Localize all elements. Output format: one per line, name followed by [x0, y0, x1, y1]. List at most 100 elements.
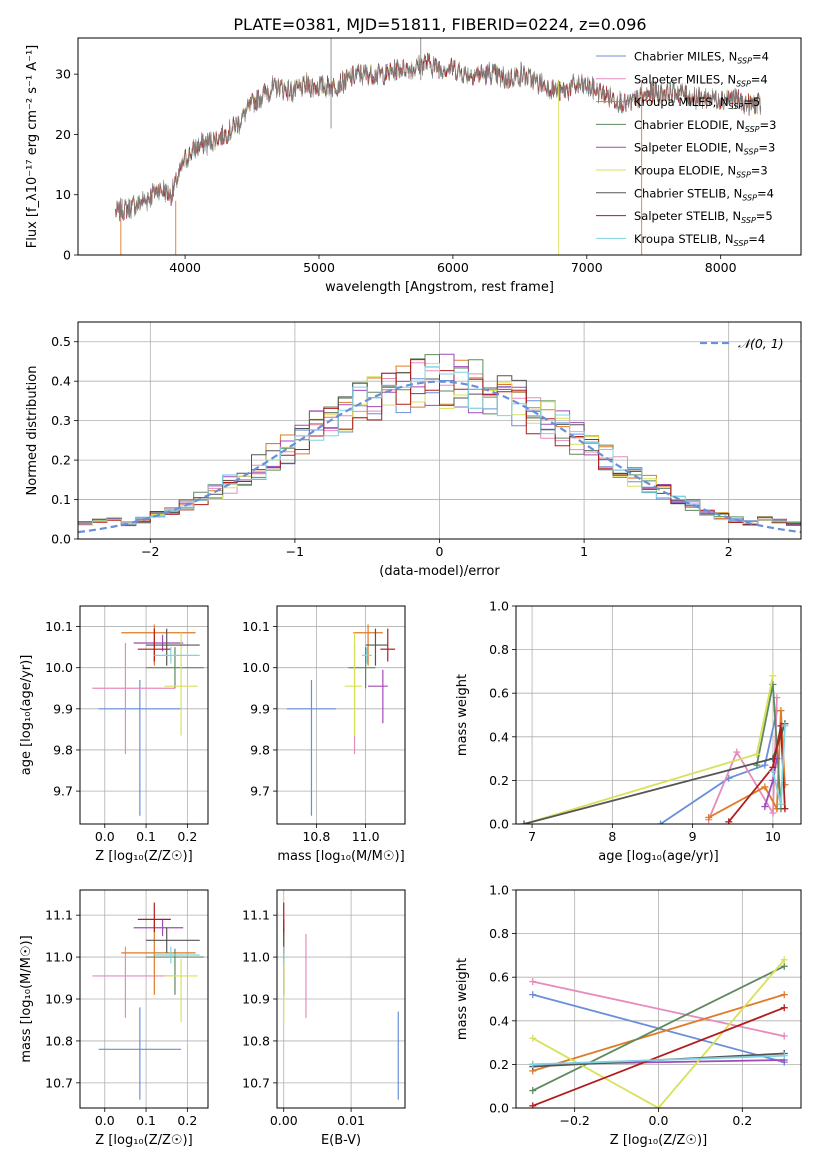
errorbar-point — [286, 680, 337, 816]
weight-marker — [655, 1104, 662, 1108]
x-tick-label: 4000 — [169, 260, 201, 275]
x-tick-label: 0.00 — [270, 1113, 298, 1128]
y-axis-label: Normed distribution — [25, 366, 40, 496]
y-tick-label: 0.5 — [51, 334, 71, 349]
chart-panels: Chabrier MILES, NSSP=4 Salpeter MILES, NS… — [19, 37, 802, 1148]
y-tick-label: 0.4 — [489, 1013, 509, 1028]
errorbar-point — [98, 680, 182, 816]
y-tick-label: 0.1 — [51, 492, 71, 507]
panel-weight-vs-age: 7 8 9 10 0.0 0.2 0.4 0.6 0.8 1.0 age [log₁₀(age/yr… — [455, 599, 802, 864]
spectrum-line — [115, 53, 762, 220]
plot-area — [286, 624, 396, 816]
weight-marker — [761, 803, 769, 811]
weight-marker — [657, 820, 665, 824]
weight-series-line — [532, 980, 785, 1037]
weight-marker — [769, 768, 777, 776]
errorbar-point — [133, 919, 184, 937]
y-tick-label: 0 — [63, 248, 71, 263]
errorbar-point — [137, 902, 171, 932]
y-axis-label: Flux [f_λ10⁻¹⁷ erg cm⁻² s⁻¹ A⁻¹] — [25, 45, 40, 249]
errorbar-point — [146, 948, 204, 995]
weight-marker — [529, 1102, 537, 1108]
weight-marker — [529, 1034, 537, 1042]
x-tick-label: 0.2 — [177, 829, 197, 844]
weight-series-line — [659, 710, 778, 824]
normal-curve — [78, 380, 801, 534]
y-tick-label: 11.0 — [45, 950, 73, 965]
weight-series-line — [532, 1006, 785, 1107]
y-axis-label: age [log₁₀(age/yr)] — [19, 655, 34, 776]
axes-frame — [79, 605, 209, 825]
histogram-series — [78, 359, 801, 526]
y-tick-label: 10.7 — [242, 1075, 270, 1090]
weight-marker — [777, 800, 785, 808]
y-tick-label: 0.6 — [489, 970, 509, 985]
errorbar-point — [154, 946, 200, 964]
errorbar-point — [146, 628, 200, 666]
plot-area — [283, 902, 399, 1100]
weight-marker — [777, 707, 785, 715]
errorbar-point — [164, 632, 198, 736]
plot-area — [92, 902, 204, 1100]
legend-label: 𝒩(0, 1) — [738, 336, 784, 351]
weight-marker — [520, 820, 528, 824]
plot-area — [115, 38, 762, 255]
plot-area — [520, 672, 789, 824]
panel-mass-vs-Z: 0.0 0.1 0.2 10.7 10.8 10.9 11.0 11.1 Z [log₁₀(Z/… — [19, 889, 209, 1148]
y-tick-label: 9.7 — [250, 784, 270, 799]
y-tick-label: 20 — [55, 127, 71, 142]
errorbar-point — [137, 628, 171, 662]
errorbar-point — [154, 647, 200, 664]
weight-marker — [529, 1060, 537, 1068]
plot-area — [78, 353, 801, 534]
x-tick-label: 0.01 — [337, 1113, 365, 1128]
errorbar-point — [368, 669, 388, 724]
weight-marker — [780, 1004, 788, 1012]
histogram-series — [78, 372, 801, 526]
weight-marker — [529, 991, 537, 999]
y-tick-label: 0.6 — [489, 686, 509, 701]
weight-series-line — [523, 675, 774, 824]
legend: 𝒩(0, 1) — [700, 336, 784, 351]
y-tick-label: 0.8 — [489, 642, 509, 657]
x-axis-label: E(B-V) — [321, 1133, 361, 1148]
weight-series-line — [532, 1054, 785, 1066]
legend: Chabrier MILES, NSSP=4 Salpeter MILES, NS… — [596, 50, 776, 248]
errorbar-point — [164, 959, 198, 1023]
errorbar-point — [92, 946, 175, 1018]
y-tick-label: 10.1 — [242, 619, 270, 634]
y-axis-label: mass [log₁₀(M/M☉)] — [19, 935, 34, 1062]
x-tick-label: 11.0 — [352, 829, 380, 844]
x-tick-label: 0 — [436, 544, 444, 559]
x-tick-label: −0.2 — [559, 1113, 589, 1128]
x-tick-label: −1 — [286, 544, 304, 559]
plot-area — [529, 956, 788, 1108]
weight-marker — [780, 956, 788, 964]
weight-marker — [769, 809, 777, 817]
y-tick-label: 10.9 — [45, 992, 73, 1007]
x-tick-label: 5000 — [303, 260, 335, 275]
x-tick-label: 0.0 — [95, 829, 115, 844]
y-tick-label: 0.0 — [489, 1101, 509, 1116]
errorbar-point — [380, 628, 396, 662]
weight-marker — [780, 962, 788, 970]
y-tick-label: 0.3 — [51, 413, 71, 428]
legend-label: Kroupa STELIB, NSSP=4 — [634, 232, 765, 248]
errorbar-point — [365, 628, 388, 666]
x-tick-label: 0.1 — [136, 829, 156, 844]
x-tick-label: 7 — [528, 829, 536, 844]
y-tick-label: 10.1 — [45, 619, 73, 634]
y-tick-label: 9.8 — [250, 742, 270, 757]
legend-label: Salpeter ELODIE, NSSP=3 — [634, 141, 775, 157]
weight-marker — [761, 761, 769, 769]
x-axis-label: wavelength [Angstrom, rest frame] — [325, 280, 554, 295]
legend-label: Kroupa MILES, NSSP=5 — [634, 95, 760, 111]
errorbar-point — [133, 634, 184, 652]
x-tick-label: 9 — [689, 829, 697, 844]
axes-frame — [77, 37, 802, 256]
weight-marker — [780, 1032, 788, 1040]
y-tick-label: 0.2 — [489, 773, 509, 788]
x-axis-label: Z [log₁₀(Z/Z☉)] — [95, 849, 192, 864]
weight-series-line — [532, 965, 785, 1092]
x-tick-label: 8 — [608, 829, 616, 844]
